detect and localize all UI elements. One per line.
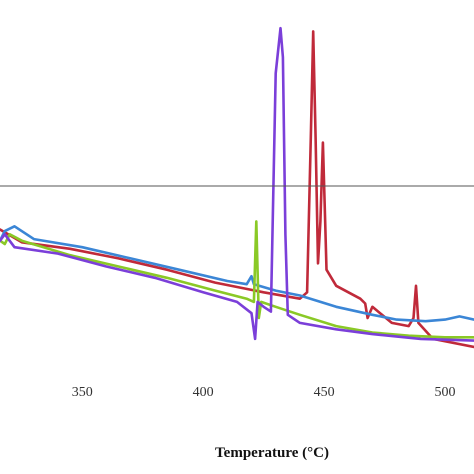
series-line-2 (0, 225, 474, 323)
series-line-1 (0, 30, 474, 349)
series-lines (0, 26, 474, 349)
x-tick-label: 500 (435, 385, 456, 400)
x-tick-label: 450 (314, 385, 335, 400)
x-tick-label: 350 (72, 385, 93, 400)
series-line-4 (0, 26, 474, 342)
x-tick-label: 400 (193, 385, 214, 400)
x-axis-title: Temperature (°C) (215, 445, 329, 461)
x-axis: 350 400 450 500 (72, 385, 456, 400)
series-line-3 (0, 220, 474, 339)
